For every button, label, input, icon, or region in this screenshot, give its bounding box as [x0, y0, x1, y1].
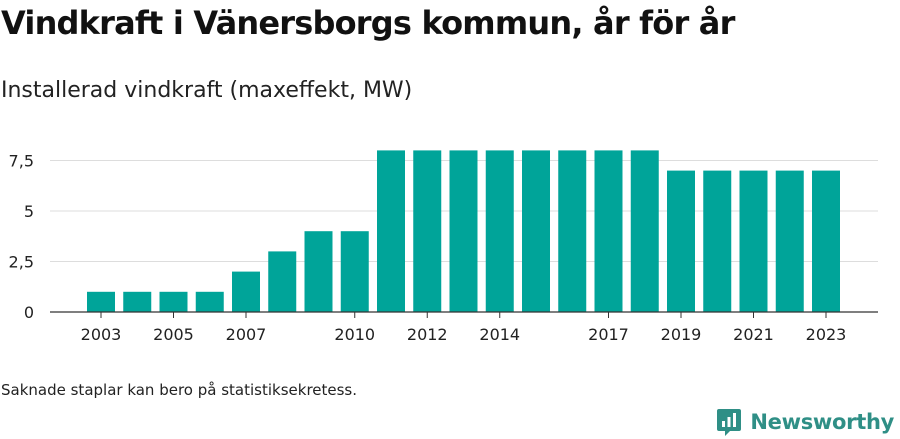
bar-2023	[812, 170, 840, 312]
x-tick-label: 2007	[226, 325, 267, 344]
x-tick-label: 2023	[806, 325, 847, 344]
bar-2016	[558, 150, 587, 312]
bar-2021	[739, 170, 768, 312]
y-tick-label: 7,5	[9, 152, 34, 171]
bar-2013	[449, 150, 478, 312]
x-tick-label: 2005	[153, 325, 194, 344]
bars	[87, 150, 840, 312]
bar-chart: 0 2,5 5 7,5 2003 2005 2007 2010 2012 2014 2017 201…	[9, 150, 878, 344]
x-axis-ticks: 2003 2005 2007 2010 2012 2014 2017 2019 2021 2023	[81, 312, 847, 344]
chart-title: Vindkraft i Vänersborgs kommun, år för å…	[1, 4, 735, 42]
bar-2018	[630, 150, 659, 312]
x-tick-label: 2014	[479, 325, 520, 344]
brand-name: Newsworthy	[750, 410, 894, 434]
x-tick-label: 2012	[407, 325, 448, 344]
y-tick-label: 2,5	[9, 253, 34, 272]
bar-2007	[232, 271, 260, 312]
y-tick-label: 0	[24, 303, 34, 322]
x-tick-label: 2019	[661, 325, 702, 344]
newsworthy-logo-icon	[717, 409, 742, 436]
bar-2006	[195, 291, 224, 312]
bar-2020	[703, 170, 732, 312]
bar-2022	[775, 170, 804, 312]
y-axis-ticks: 0 2,5 5 7,5	[9, 152, 34, 323]
brand-logo[interactable]: Newsworthy	[716, 406, 894, 438]
bar-2015	[522, 150, 550, 312]
bar-2012	[413, 150, 442, 312]
bar-2003	[87, 291, 115, 312]
bar-2017	[594, 150, 623, 312]
y-tick-label: 5	[24, 202, 34, 221]
bar-2009	[304, 231, 333, 312]
x-tick-label: 2017	[588, 325, 629, 344]
bar-2010	[340, 231, 369, 312]
bar-2011	[377, 150, 405, 312]
bar-2019	[667, 170, 695, 312]
chart-subtitle: Installerad vindkraft (maxeffekt, MW)	[1, 78, 413, 103]
bar-2008	[268, 251, 297, 312]
x-tick-label: 2003	[81, 325, 122, 344]
footnote: Saknade staplar kan bero på statistiksek…	[1, 381, 358, 399]
x-tick-label: 2021	[733, 325, 774, 344]
bar-2014	[485, 150, 514, 312]
bar-2004	[123, 291, 152, 312]
bar-2005	[159, 291, 188, 312]
x-tick-label: 2010	[334, 325, 375, 344]
